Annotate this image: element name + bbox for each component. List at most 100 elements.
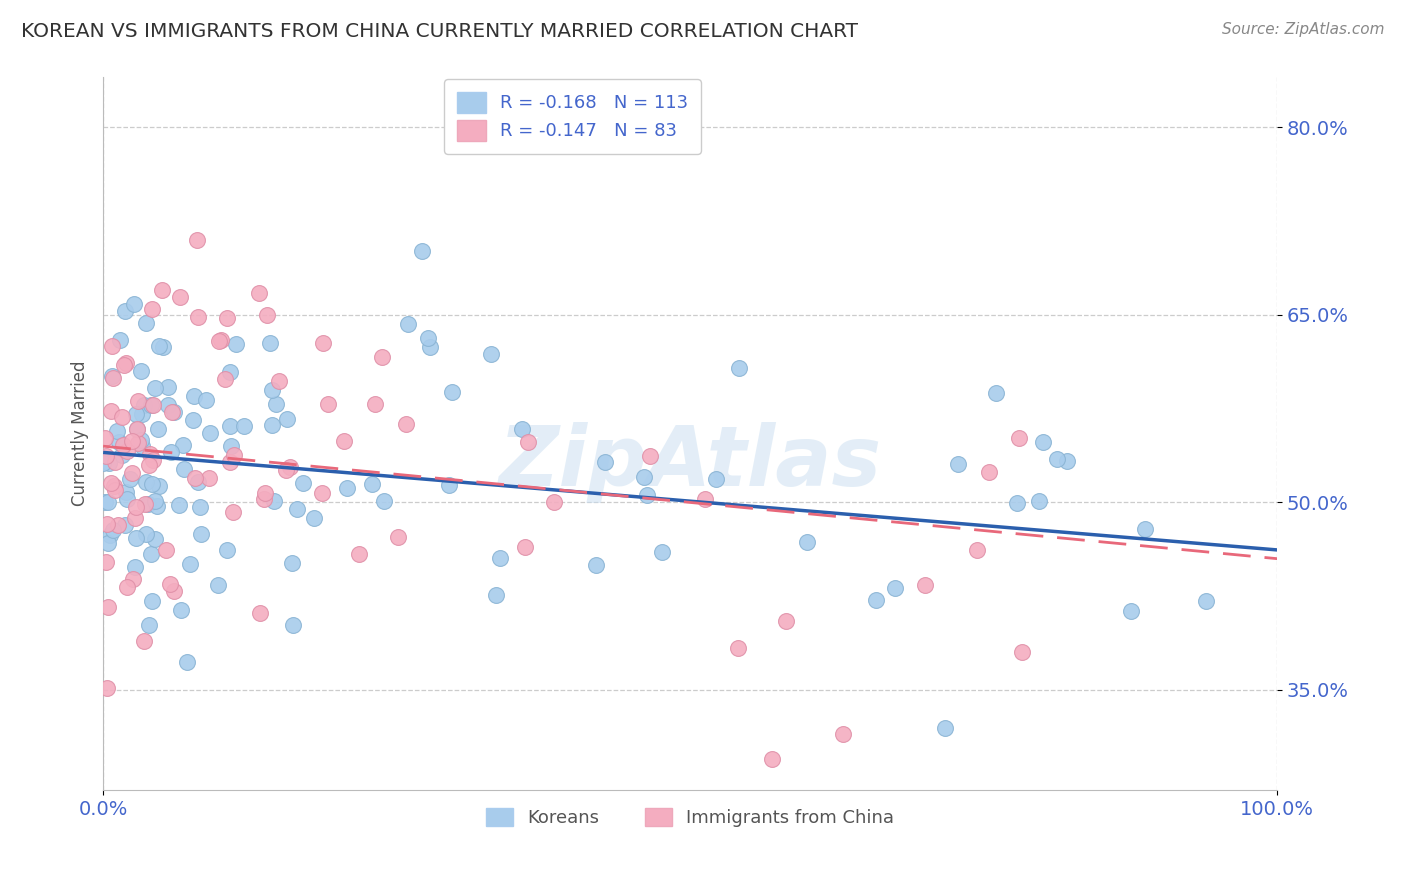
Point [706, 472, 728, 486]
Point [304, 510, 326, 524]
Point [187, 475, 209, 489]
Point [488, 550, 510, 565]
Point [796, 534, 818, 549]
Point [188, 500, 211, 514]
Point [221, 439, 243, 453]
Point [285, 501, 308, 516]
Point [152, 340, 174, 354]
Point [727, 361, 749, 376]
Point [884, 581, 907, 595]
Point [100, 403, 122, 417]
Point [1028, 494, 1050, 508]
Point [585, 558, 607, 572]
Point [138, 617, 160, 632]
Point [97, 536, 120, 550]
Point [361, 477, 384, 491]
Point [262, 383, 284, 397]
Point [125, 422, 148, 436]
Point [135, 316, 157, 330]
Point [135, 475, 157, 489]
Point [979, 466, 1001, 480]
Point [831, 726, 853, 740]
Point [267, 374, 290, 388]
Point [184, 471, 207, 485]
Point [695, 491, 717, 506]
Point [633, 470, 655, 484]
Point [125, 531, 148, 545]
Point [115, 484, 138, 499]
Point [253, 486, 276, 500]
Point [138, 458, 160, 473]
Point [516, 434, 538, 449]
Point [283, 617, 305, 632]
Point [141, 301, 163, 316]
Point [111, 409, 134, 424]
Point [1005, 496, 1028, 510]
Point [136, 497, 159, 511]
Point [143, 381, 166, 395]
Point [94, 431, 117, 445]
Point [481, 347, 503, 361]
Point [100, 369, 122, 384]
Point [103, 479, 125, 493]
Point [108, 435, 131, 450]
Point [219, 455, 242, 469]
Point [208, 334, 231, 348]
Point [510, 422, 533, 436]
Point [134, 527, 156, 541]
Point [195, 392, 218, 407]
Point [373, 494, 395, 508]
Point [112, 358, 135, 372]
Point [143, 532, 166, 546]
Point [155, 543, 177, 558]
Point [1133, 522, 1156, 536]
Point [280, 556, 302, 570]
Point [163, 405, 186, 419]
Point [107, 518, 129, 533]
Point [1194, 593, 1216, 607]
Point [97, 457, 120, 471]
Point [395, 417, 418, 431]
Point [103, 524, 125, 538]
Point [156, 380, 179, 394]
Point [115, 444, 138, 458]
Point [124, 560, 146, 574]
Point [934, 721, 956, 735]
Point [249, 606, 271, 620]
Point [181, 413, 204, 427]
Point [132, 633, 155, 648]
Point [966, 543, 988, 558]
Point [638, 450, 661, 464]
Point [249, 285, 271, 300]
Point [129, 364, 152, 378]
Point [233, 419, 256, 434]
Point [115, 491, 138, 506]
Point [134, 497, 156, 511]
Point [253, 491, 276, 506]
Point [148, 479, 170, 493]
Point [651, 545, 673, 559]
Point [311, 485, 333, 500]
Point [98, 528, 121, 542]
Point [122, 572, 145, 586]
Point [172, 438, 194, 452]
Point [127, 436, 149, 450]
Point [91, 456, 114, 470]
Point [1011, 645, 1033, 659]
Point [914, 578, 936, 592]
Point [94, 555, 117, 569]
Point [371, 350, 394, 364]
Point [122, 296, 145, 310]
Point [96, 681, 118, 695]
Point [159, 577, 181, 591]
Point [336, 482, 359, 496]
Point [114, 517, 136, 532]
Point [775, 614, 797, 628]
Point [727, 641, 749, 656]
Point [179, 558, 201, 572]
Point [124, 511, 146, 525]
Point [142, 452, 165, 467]
Point [280, 460, 302, 475]
Point [416, 331, 439, 345]
Point [214, 372, 236, 386]
